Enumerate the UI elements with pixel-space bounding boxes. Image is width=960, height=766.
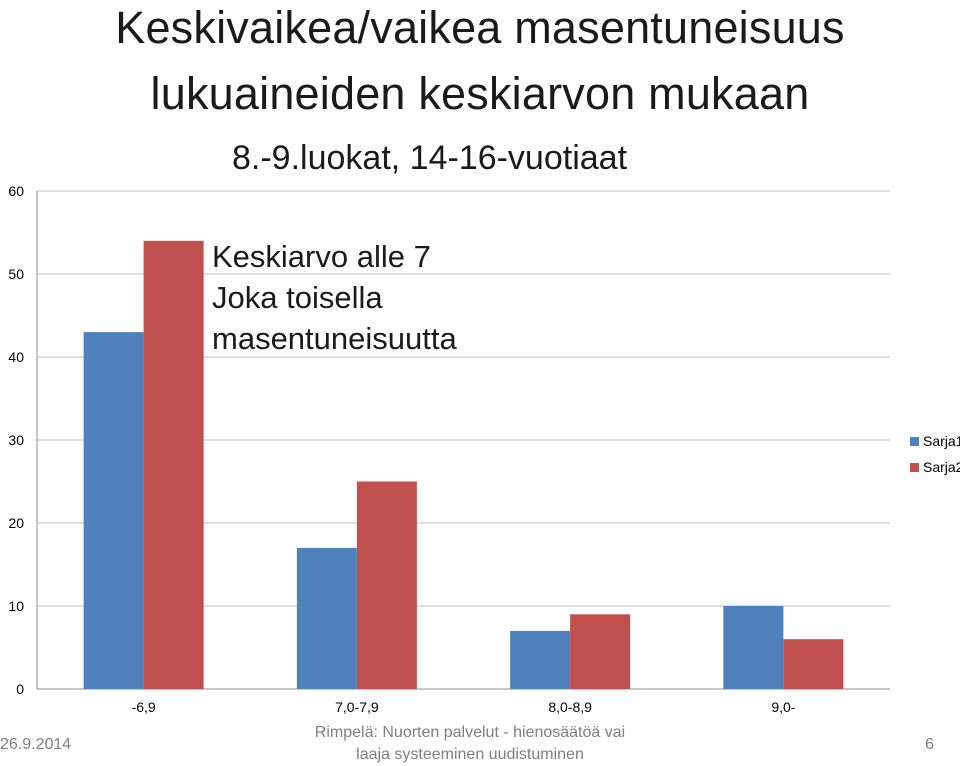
annotation-line-2: Joka toisella (212, 280, 383, 315)
legend-item-series1: Sarja1 (910, 428, 960, 454)
x-tick-label: 8,0-8,9 (548, 699, 592, 715)
bar-sarja2-2 (570, 614, 631, 689)
annotation-line-3: masentuneisuutta (212, 321, 457, 356)
bar-sarja1-0 (83, 332, 144, 689)
legend-label-series1: Sarja1 (923, 433, 960, 449)
page-number: 6 (925, 736, 934, 753)
y-tick-label: 20 (8, 515, 24, 531)
chart-legend: Sarja1 Sarja2 (910, 428, 960, 480)
title-line-1: Keskivaikea/vaikea masentuneisuus (115, 2, 845, 53)
x-tick-label: 9,0- (771, 699, 795, 715)
bar-sarja2-3 (783, 639, 844, 689)
y-tick-label: 60 (8, 183, 24, 199)
footer-source-line-1: Rimpelä: Nuorten palvelut - hienosäätöä … (314, 724, 626, 741)
bar-sarja2-0 (143, 240, 204, 690)
legend-swatch-series2 (910, 462, 919, 472)
footer-source-line-2: laaja systeeminen uudistuminen (356, 746, 584, 763)
x-tick-label: -6,9 (132, 699, 156, 715)
legend-item-series2: Sarja2 (910, 454, 960, 480)
y-tick-label: 10 (8, 598, 24, 614)
bar-sarja1-3 (723, 606, 784, 689)
bar-sarja1-1 (296, 547, 357, 689)
annotation-line-1: Keskiarvo alle 7 (212, 239, 431, 274)
chart-subtitle: 8.-9.luokat, 14-16-vuotiaat (232, 139, 628, 177)
y-tick-label: 0 (16, 681, 24, 697)
footer-source: Rimpelä: Nuorten palvelut - hienosäätöä … (300, 722, 640, 766)
footer-date: 26.9.2014 (0, 736, 72, 753)
legend-label-series2: Sarja2 (923, 459, 960, 475)
chart-annotation: Keskiarvo alle 7 Joka toisella masentune… (212, 236, 457, 359)
y-tick-label: 50 (8, 266, 24, 282)
x-tick-label: 7,0-7,9 (335, 699, 379, 715)
bar-sarja2-1 (356, 481, 417, 689)
y-tick-label: 40 (8, 349, 24, 365)
title-line-2: lukuaineiden keskiarvon mukaan (150, 68, 810, 119)
bar-sarja1-2 (510, 630, 571, 689)
legend-swatch-series1 (910, 436, 919, 446)
y-tick-label: 30 (8, 432, 24, 448)
